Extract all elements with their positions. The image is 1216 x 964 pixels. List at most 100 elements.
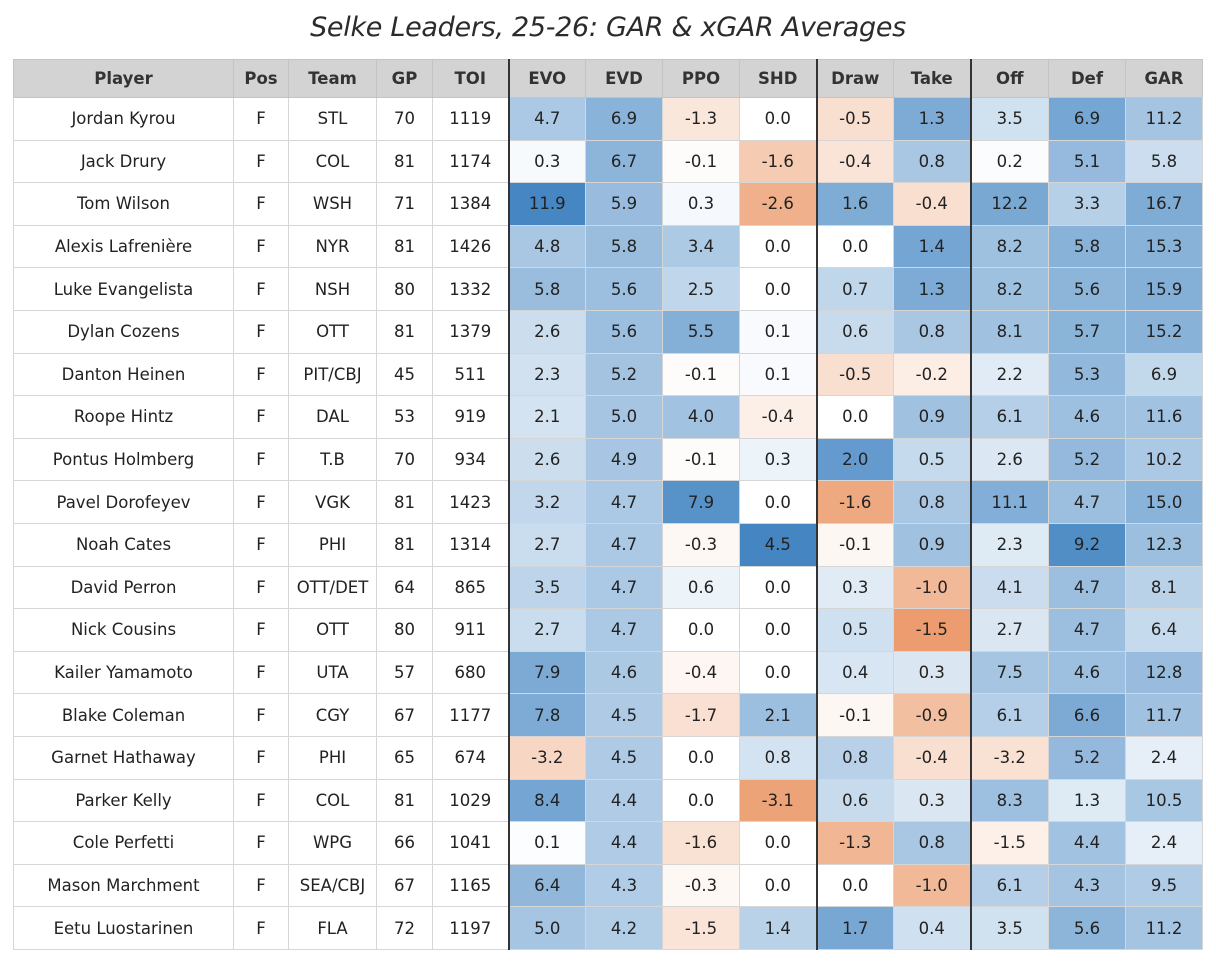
cell-take: 0.9 (893, 522, 971, 567)
cell-player: Eetu Luostarinen (13, 906, 234, 950)
cell-gp: 65 (376, 735, 433, 780)
cell-evd: 4.4 (585, 778, 663, 823)
cell-def: 4.6 (1048, 650, 1126, 695)
cell-take: 0.4 (893, 906, 971, 950)
cell-gp: 53 (376, 395, 433, 439)
cell-shd: 2.1 (739, 693, 817, 737)
table-row: Pavel Dorofeyev F VGK 81 1423 3.2 4.7 7.9 0.0 -1.… (13, 480, 1203, 524)
cell-toi: 1119 (432, 97, 509, 141)
cell-team: UTA (288, 650, 377, 695)
cell-evo: 2.3 (507, 352, 586, 397)
cell-toi: 1197 (432, 906, 509, 950)
cell-pos: F (233, 224, 289, 269)
cell-toi: 1041 (432, 821, 509, 865)
cell-ppo: 5.5 (662, 309, 740, 354)
cell-evo: 2.1 (507, 395, 586, 439)
cell-player: Parker Kelly (13, 778, 234, 823)
cell-pos: F (233, 821, 289, 865)
cell-pos: F (233, 309, 289, 354)
cell-def: 4.4 (1048, 821, 1126, 865)
cell-def: 5.3 (1048, 352, 1126, 397)
header-row: Player Pos Team GP TOI EVO EVD PPO SHD Draw Take Of… (13, 59, 1203, 98)
cell-take: -0.9 (893, 693, 971, 737)
cell-evd: 5.0 (585, 395, 663, 439)
cell-def: 5.7 (1048, 309, 1126, 354)
cell-evd: 5.8 (585, 224, 663, 269)
cell-off: -1.5 (969, 821, 1049, 865)
cell-pos: F (233, 863, 289, 908)
cell-shd: 0.0 (739, 565, 817, 610)
cell-evd: 4.7 (585, 522, 663, 567)
cell-ppo: 0.6 (662, 565, 740, 610)
cell-team: DAL (288, 395, 377, 439)
col-header-ppo: PPO (662, 59, 740, 98)
cell-player: Jack Drury (13, 139, 234, 184)
cell-shd: 0.0 (739, 650, 817, 695)
cell-evo: 7.8 (507, 693, 586, 737)
cell-shd: 0.0 (739, 863, 817, 908)
cell-evo: 0.3 (507, 139, 586, 184)
cell-pos: F (233, 650, 289, 695)
stats-table: Player Pos Team GP TOI EVO EVD PPO SHD Draw Take Of… (13, 59, 1203, 950)
cell-evd: 5.6 (585, 309, 663, 354)
cell-shd: 0.0 (739, 224, 817, 269)
cell-team: COL (288, 778, 377, 823)
table-row: Noah Cates F PHI 81 1314 2.7 4.7 -0.3 4.5 -0.1 0.9… (13, 522, 1203, 567)
cell-team: SEA/CBJ (288, 863, 377, 908)
cell-take: -0.2 (893, 352, 971, 397)
cell-evd: 6.9 (585, 97, 663, 141)
cell-pos: F (233, 437, 289, 482)
cell-def: 4.7 (1048, 480, 1126, 524)
cell-take: 0.8 (893, 480, 971, 524)
cell-evo: 5.0 (507, 906, 586, 950)
cell-shd: 0.8 (739, 735, 817, 780)
cell-toi: 934 (432, 437, 509, 482)
cell-pos: F (233, 565, 289, 610)
cell-off: 8.1 (969, 309, 1049, 354)
cell-player: Alexis Lafrenière (13, 224, 234, 269)
cell-team: NYR (288, 224, 377, 269)
table-row: Alexis Lafrenière F NYR 81 1426 4.8 5.8 3.4 0.0 0… (13, 224, 1203, 269)
cell-gp: 57 (376, 650, 433, 695)
cell-gp: 81 (376, 522, 433, 567)
cell-shd: 1.4 (739, 906, 817, 950)
cell-player: Pavel Dorofeyev (13, 480, 234, 524)
cell-pos: F (233, 139, 289, 184)
cell-toi: 674 (432, 735, 509, 780)
cell-off: 6.1 (969, 395, 1049, 439)
cell-toi: 1332 (432, 267, 509, 311)
cell-draw: -0.1 (815, 522, 894, 567)
cell-gar: 2.4 (1125, 735, 1203, 780)
cell-ppo: -0.1 (662, 139, 740, 184)
cell-evd: 4.6 (585, 650, 663, 695)
table-row: Kailer Yamamoto F UTA 57 680 7.9 4.6 -0.4 0.0 0.4… (13, 650, 1203, 695)
cell-gar: 6.4 (1125, 608, 1203, 652)
cell-gp: 81 (376, 139, 433, 184)
cell-off: 2.6 (969, 437, 1049, 482)
cell-toi: 1029 (432, 778, 509, 823)
cell-evd: 4.7 (585, 565, 663, 610)
cell-draw: 0.7 (815, 267, 894, 311)
cell-gar: 11.2 (1125, 906, 1203, 950)
cell-off: 11.1 (969, 480, 1049, 524)
cell-evd: 4.2 (585, 906, 663, 950)
cell-team: PHI (288, 522, 377, 567)
cell-shd: 0.3 (739, 437, 817, 482)
cell-draw: -0.4 (815, 139, 894, 184)
cell-evo: 2.6 (507, 437, 586, 482)
cell-shd: 0.1 (739, 309, 817, 354)
cell-gar: 16.7 (1125, 182, 1203, 226)
cell-ppo: -0.3 (662, 863, 740, 908)
cell-gar: 15.0 (1125, 480, 1203, 524)
cell-shd: 0.0 (739, 480, 817, 524)
cell-player: Mason Marchment (13, 863, 234, 908)
cell-def: 4.7 (1048, 608, 1126, 652)
cell-draw: 0.6 (815, 309, 894, 354)
cell-pos: F (233, 395, 289, 439)
cell-evd: 6.7 (585, 139, 663, 184)
table-row: Roope Hintz F DAL 53 919 2.1 5.0 4.0 -0.4 0.0 0.9 6… (13, 395, 1203, 439)
cell-toi: 911 (432, 608, 509, 652)
table-row: Cole Perfetti F WPG 66 1041 0.1 4.4 -1.6 0.0 -1.3… (13, 821, 1203, 865)
table-body: Jordan Kyrou F STL 70 1119 4.7 6.9 -1.3 0.0 -0.5 1… (13, 97, 1203, 950)
cell-gp: 81 (376, 480, 433, 524)
